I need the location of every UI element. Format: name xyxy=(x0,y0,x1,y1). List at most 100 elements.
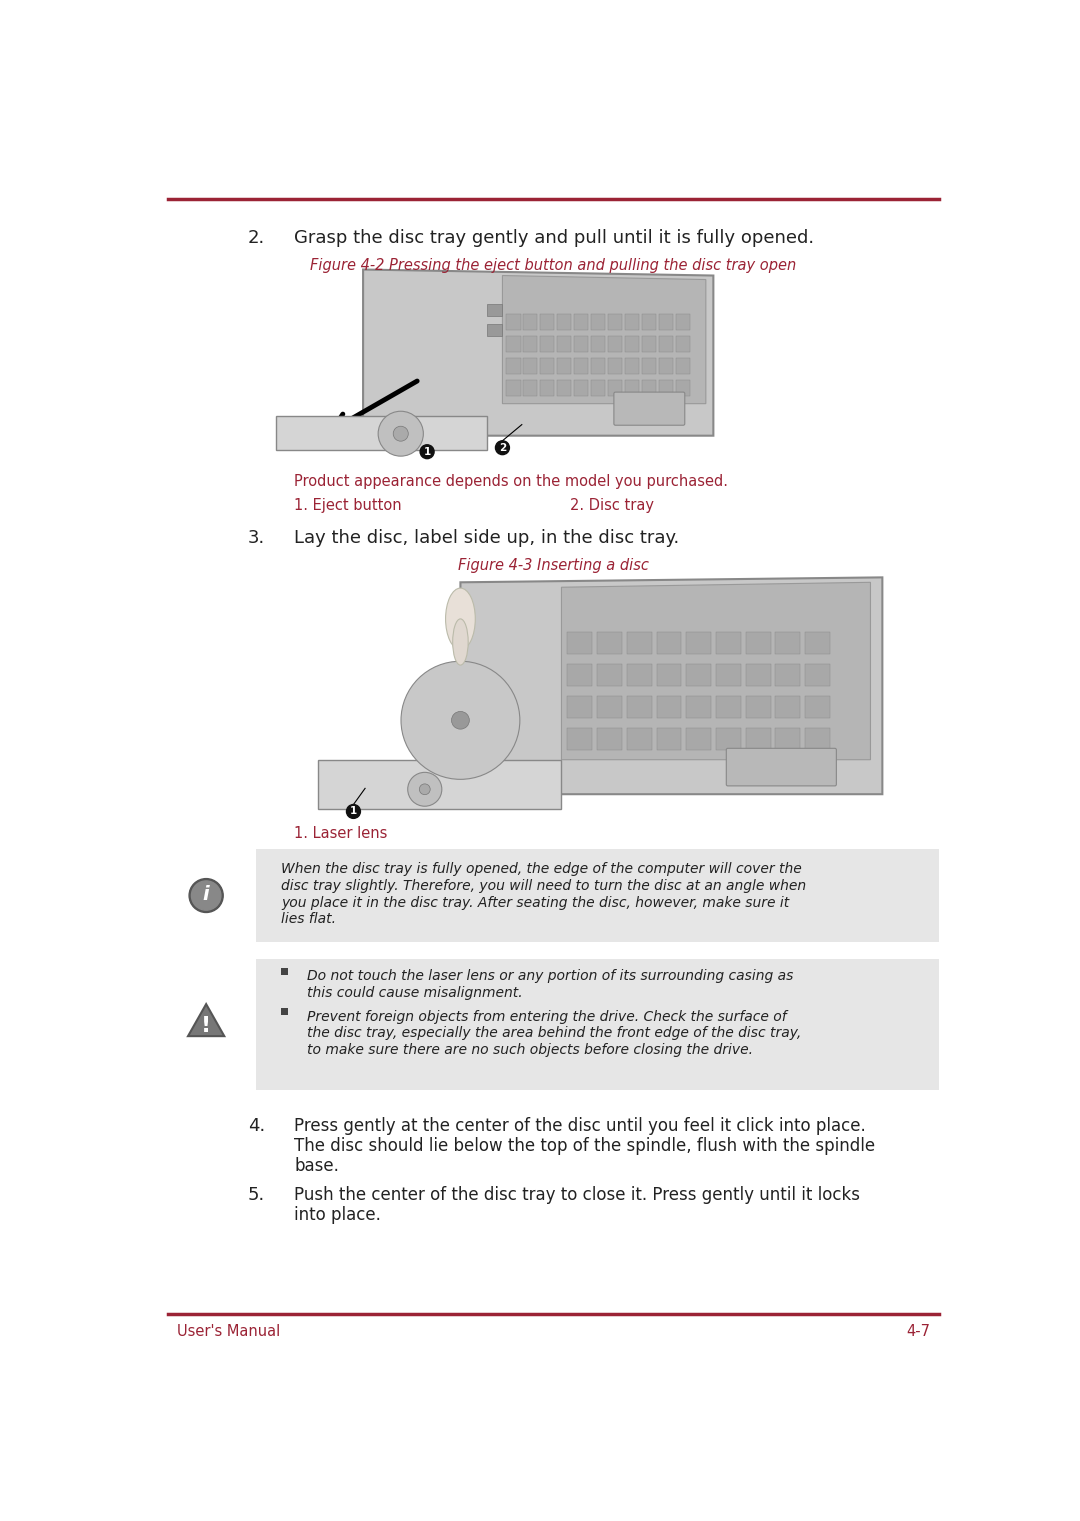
Bar xyxy=(676,380,690,395)
Bar xyxy=(642,357,657,374)
Bar xyxy=(591,380,605,395)
Bar xyxy=(591,357,605,374)
Bar xyxy=(626,631,652,654)
Bar xyxy=(659,380,673,395)
Text: Prevent foreign objects from entering the drive. Check the surface of: Prevent foreign objects from entering th… xyxy=(307,1010,786,1024)
Bar xyxy=(659,313,673,330)
Bar xyxy=(775,631,800,654)
Bar xyxy=(573,336,589,351)
FancyBboxPatch shape xyxy=(726,748,836,786)
Bar xyxy=(626,727,652,750)
Bar xyxy=(573,380,589,395)
Text: 5.: 5. xyxy=(248,1186,266,1203)
Text: 3.: 3. xyxy=(248,529,266,548)
Text: User's Manual: User's Manual xyxy=(177,1325,280,1340)
Text: Push the center of the disc tray to close it. Press gently until it locks: Push the center of the disc tray to clos… xyxy=(294,1186,860,1203)
Bar xyxy=(686,727,712,750)
Text: this could cause misalignment.: this could cause misalignment. xyxy=(307,987,523,1001)
Bar xyxy=(557,357,571,374)
Bar xyxy=(282,1008,288,1016)
Bar xyxy=(507,380,521,395)
Bar xyxy=(591,313,605,330)
Text: 2: 2 xyxy=(499,443,507,453)
Text: base.: base. xyxy=(294,1156,339,1174)
Text: Grasp the disc tray gently and pull until it is fully opened.: Grasp the disc tray gently and pull unti… xyxy=(294,228,814,246)
Circle shape xyxy=(378,411,423,456)
Text: 1. Laser lens: 1. Laser lens xyxy=(294,826,388,841)
Text: you place it in the disc tray. After seating the disc, however, make sure it: you place it in the disc tray. After sea… xyxy=(282,896,789,910)
Bar xyxy=(625,336,639,351)
Ellipse shape xyxy=(446,589,475,649)
Bar xyxy=(597,695,622,718)
Circle shape xyxy=(496,441,510,455)
Text: lies flat.: lies flat. xyxy=(282,913,337,926)
Text: 4.: 4. xyxy=(248,1116,266,1135)
Bar xyxy=(523,357,538,374)
Bar xyxy=(745,695,771,718)
Bar xyxy=(507,357,521,374)
Bar xyxy=(676,336,690,351)
Bar xyxy=(686,631,712,654)
Text: 2. Disc tray: 2. Disc tray xyxy=(570,499,654,513)
Bar xyxy=(523,380,538,395)
Polygon shape xyxy=(502,275,706,403)
Text: Do not touch the laser lens or any portion of its surrounding casing as: Do not touch the laser lens or any porti… xyxy=(307,969,793,984)
Bar xyxy=(805,631,831,654)
Bar xyxy=(626,663,652,686)
Bar xyxy=(540,380,554,395)
Circle shape xyxy=(189,879,224,913)
Bar xyxy=(676,313,690,330)
Bar xyxy=(597,663,622,686)
Text: 2.: 2. xyxy=(248,228,266,246)
Bar xyxy=(775,727,800,750)
Bar xyxy=(716,695,741,718)
FancyBboxPatch shape xyxy=(613,392,685,426)
Bar xyxy=(625,313,639,330)
Bar xyxy=(256,958,939,1089)
Polygon shape xyxy=(318,759,562,809)
Text: The disc should lie below the top of the spindle, flush with the spindle: The disc should lie below the top of the… xyxy=(294,1136,875,1154)
Text: Figure 4-2 Pressing the eject button and pulling the disc tray open: Figure 4-2 Pressing the eject button and… xyxy=(310,259,797,272)
Text: into place.: into place. xyxy=(294,1206,381,1224)
Text: !: ! xyxy=(201,1016,212,1036)
Text: 4-7: 4-7 xyxy=(906,1325,930,1340)
Bar xyxy=(282,969,288,975)
Circle shape xyxy=(451,712,470,729)
Bar xyxy=(507,313,521,330)
Bar xyxy=(523,336,538,351)
Bar xyxy=(507,336,521,351)
Text: 1: 1 xyxy=(423,447,431,456)
Bar xyxy=(626,695,652,718)
Bar xyxy=(597,631,622,654)
Bar xyxy=(775,695,800,718)
Bar xyxy=(487,324,502,336)
Bar xyxy=(657,727,681,750)
Text: Lay the disc, label side up, in the disc tray.: Lay the disc, label side up, in the disc… xyxy=(294,529,679,548)
Circle shape xyxy=(420,444,434,459)
Polygon shape xyxy=(188,1004,225,1036)
Bar xyxy=(745,631,771,654)
Bar xyxy=(540,313,554,330)
Bar xyxy=(523,313,538,330)
Bar xyxy=(625,380,639,395)
Bar xyxy=(775,663,800,686)
Circle shape xyxy=(191,881,221,910)
Bar xyxy=(745,663,771,686)
Circle shape xyxy=(419,783,430,794)
Circle shape xyxy=(408,773,442,806)
Polygon shape xyxy=(562,583,870,759)
Bar xyxy=(573,357,589,374)
Text: to make sure there are no such objects before closing the drive.: to make sure there are no such objects b… xyxy=(307,1043,753,1057)
Bar xyxy=(625,357,639,374)
Bar xyxy=(805,695,831,718)
Bar xyxy=(608,313,622,330)
Bar xyxy=(805,663,831,686)
Bar xyxy=(657,695,681,718)
Bar xyxy=(591,336,605,351)
Circle shape xyxy=(347,805,361,818)
Bar xyxy=(567,695,592,718)
Text: When the disc tray is fully opened, the edge of the computer will cover the: When the disc tray is fully opened, the … xyxy=(282,862,802,876)
Bar xyxy=(567,631,592,654)
Bar xyxy=(608,380,622,395)
Text: Figure 4-3 Inserting a disc: Figure 4-3 Inserting a disc xyxy=(458,558,649,573)
